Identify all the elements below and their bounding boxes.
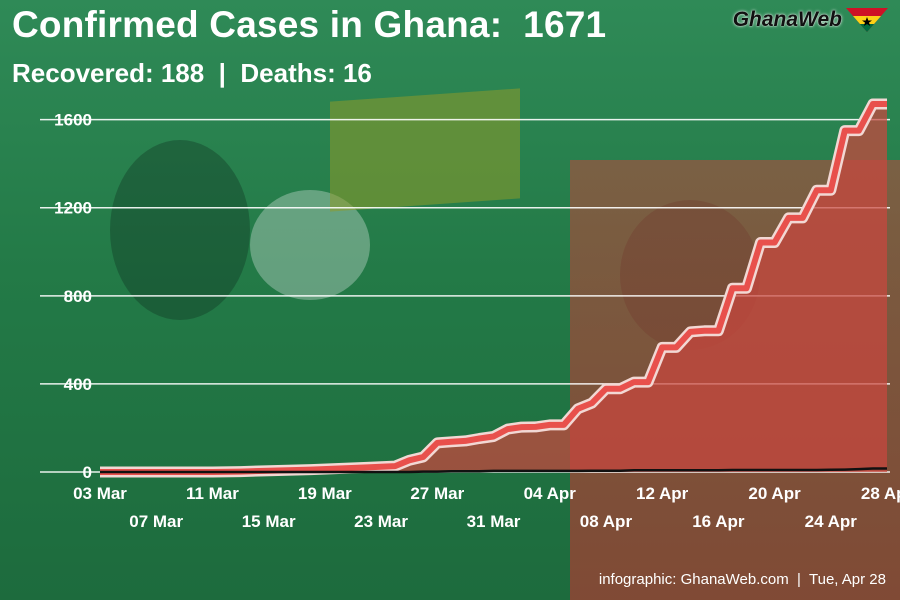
y-tick-label: 0 bbox=[83, 463, 92, 482]
y-tick-label: 1200 bbox=[54, 199, 92, 218]
chart-title: Confirmed Cases in Ghana: 1671 bbox=[12, 4, 607, 45]
x-tick-label: 31 Mar bbox=[467, 512, 521, 531]
x-tick-label: 19 Mar bbox=[298, 484, 352, 503]
x-tick-label: 20 Apr bbox=[748, 484, 801, 503]
x-tick-label: 28 Apr bbox=[861, 484, 900, 503]
x-tick-label: 12 Apr bbox=[636, 484, 689, 503]
x-tick-label: 24 Apr bbox=[805, 512, 858, 531]
ghana-flag-icon bbox=[846, 8, 888, 32]
y-tick-label: 400 bbox=[64, 375, 92, 394]
x-tick-label: 11 Mar bbox=[186, 484, 239, 503]
chart-subtitle: Recovered: 188 | Deaths: 16 bbox=[12, 58, 372, 88]
y-axis-ticks: 0 400 800 1200 1600 bbox=[54, 111, 92, 482]
deaths-line bbox=[100, 467, 887, 474]
y-tick-label: 800 bbox=[64, 287, 92, 306]
x-tick-label: 15 Mar bbox=[242, 512, 296, 531]
footer-credit: infographic: GhanaWeb.com | Tue, Apr 28 bbox=[598, 571, 886, 588]
x-tick-label: 07 Mar bbox=[129, 512, 183, 531]
x-tick-label: 27 Mar bbox=[410, 484, 464, 503]
series bbox=[100, 98, 887, 478]
y-tick-label: 1600 bbox=[54, 111, 92, 130]
confirmed-line bbox=[100, 101, 887, 475]
x-tick-label: 08 Apr bbox=[580, 512, 633, 531]
ghanaweb-logo: GhanaWeb bbox=[733, 8, 888, 32]
logo-wordmark: GhanaWeb bbox=[732, 8, 842, 31]
x-tick-label: 16 Apr bbox=[692, 512, 745, 531]
confirmed-area bbox=[100, 104, 887, 472]
x-axis-ticks: 03 Mar 11 Mar 19 Mar 27 Mar 04 Apr 12 Apr 20 A… bbox=[73, 484, 900, 531]
x-tick-label: 04 Apr bbox=[524, 484, 577, 503]
x-tick-label: 23 Mar bbox=[354, 512, 408, 531]
background-photo-shape bbox=[110, 140, 250, 320]
x-tick-label: 03 Mar bbox=[73, 484, 127, 503]
